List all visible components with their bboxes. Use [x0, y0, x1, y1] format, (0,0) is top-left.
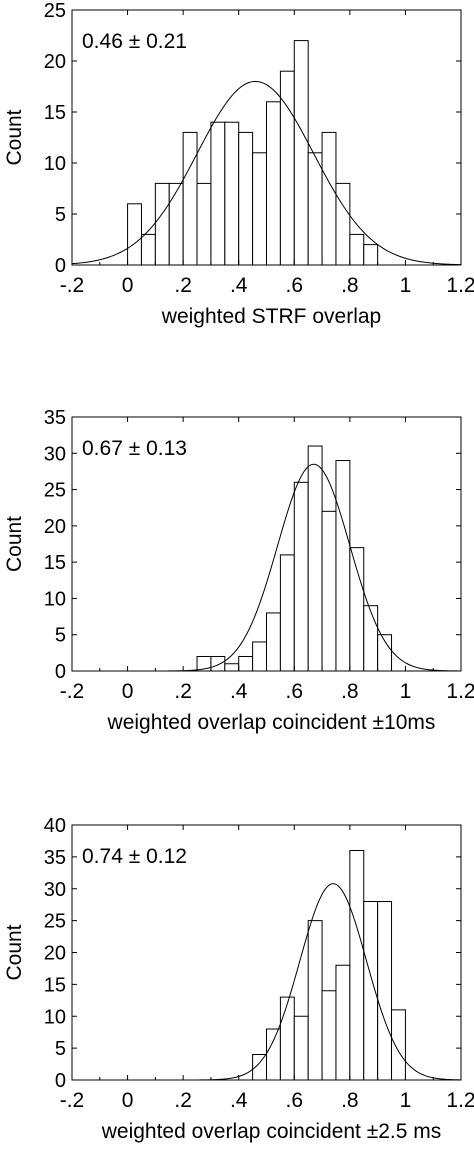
mean-sd-annotation: 0.67 ± 0.13	[82, 437, 187, 460]
histogram-bar	[252, 152, 268, 266]
histogram-bar	[363, 605, 379, 672]
y-tick-label: 15	[44, 974, 66, 996]
y-axis-label: Count	[3, 109, 26, 165]
histogram-bar	[210, 655, 226, 672]
histogram-bar	[335, 964, 351, 1081]
x-axis-label: weighted STRF overlap	[161, 305, 381, 328]
x-tick-label: 0	[122, 274, 134, 297]
histogram-bar	[154, 182, 170, 266]
y-tick-label: 5	[55, 625, 66, 647]
x-tick-label: -.2	[60, 274, 85, 297]
histogram-bar	[279, 996, 295, 1081]
histogram-bar	[196, 182, 212, 266]
y-tick-label: 35	[44, 847, 66, 869]
histogram-bar	[279, 554, 295, 672]
histogram-bar	[224, 663, 240, 672]
histogram-bar	[238, 131, 254, 266]
y-tick-label: 35	[44, 407, 66, 429]
histogram-bar	[293, 1015, 309, 1081]
x-tick-label: .4	[230, 274, 248, 297]
histogram-bar	[238, 655, 254, 672]
y-axis-label: Count	[3, 516, 26, 572]
mean-sd-annotation: 0.46 ± 0.21	[82, 30, 187, 53]
x-tick-label: -.2	[60, 680, 85, 703]
histogram-bar	[266, 612, 281, 672]
y-tick-label: 25	[44, 480, 66, 502]
histogram-bar	[321, 990, 337, 1081]
x-axis-label: weighted overlap coincident ±10ms	[107, 711, 436, 734]
x-tick-label: -.2	[60, 1089, 85, 1112]
x-tick-label: 1.2	[446, 274, 474, 297]
y-tick-label: 30	[44, 443, 66, 465]
x-tick-label: .6	[286, 1089, 304, 1112]
y-axis-label: Count	[3, 924, 26, 980]
x-tick-label: .8	[341, 274, 359, 297]
histogram-bar	[140, 233, 156, 266]
y-tick-label: 0	[55, 255, 66, 277]
histogram-bar	[307, 445, 323, 672]
y-tick-label: 15	[44, 102, 66, 124]
histogram-bar	[321, 131, 337, 266]
histogram-bar	[307, 152, 323, 266]
histogram-bar	[307, 920, 323, 1081]
x-tick-label: .6	[286, 680, 304, 703]
y-tick-label: 10	[44, 1006, 66, 1028]
x-axis-label: weighted overlap coincident ±2.5 ms	[101, 1120, 442, 1143]
x-tick-label: .4	[230, 680, 248, 703]
mean-sd-annotation: 0.74 ± 0.12	[82, 845, 187, 868]
y-tick-label: 0	[55, 1070, 66, 1092]
histogram-bar	[266, 1028, 281, 1081]
histogram-panel-3: -.2 0.2.4.6.8 1 1.20510152025303540weighted…	[3, 815, 474, 1143]
histogram-bar	[349, 233, 365, 266]
histogram-bar	[182, 131, 198, 266]
x-tick-label: .2	[174, 1089, 192, 1112]
histogram-bar	[127, 203, 142, 266]
x-tick-label: 1.2	[446, 1089, 474, 1112]
histogram-bar	[224, 121, 240, 266]
y-tick-label: 0	[55, 661, 66, 683]
histogram-bar	[349, 547, 365, 672]
histogram-bar	[210, 121, 226, 266]
x-tick-label: 0	[122, 1089, 134, 1112]
x-tick-label: .2	[174, 680, 192, 703]
x-tick-label: .8	[341, 1089, 359, 1112]
x-tick-label: 1.2	[446, 680, 474, 703]
histogram-bar	[335, 182, 351, 266]
histogram-bar	[377, 901, 393, 1081]
gaussian-fit-curve	[71, 80, 462, 266]
histogram-bar	[266, 101, 281, 266]
y-tick-label: 5	[55, 204, 66, 226]
histogram-bar	[321, 510, 337, 672]
y-tick-label: 25	[44, 911, 66, 933]
y-tick-label: 30	[44, 879, 66, 901]
y-tick-label: 20	[44, 51, 66, 73]
x-tick-label: 0	[122, 680, 134, 703]
y-tick-label: 25	[44, 0, 66, 22]
histogram-bar	[168, 182, 184, 266]
x-tick-label: 1	[400, 274, 412, 297]
x-tick-label: 1	[400, 680, 412, 703]
y-tick-label: 40	[44, 815, 66, 837]
x-tick-label: .2	[174, 274, 192, 297]
x-tick-label: .8	[341, 680, 359, 703]
x-tick-label: .6	[286, 274, 304, 297]
y-tick-label: 10	[44, 588, 66, 610]
histogram-bar	[335, 460, 351, 672]
histogram-bar	[293, 40, 309, 266]
y-tick-label: 5	[55, 1038, 66, 1060]
y-tick-label: 20	[44, 943, 66, 965]
histogram-bar	[349, 850, 365, 1081]
y-tick-label: 15	[44, 552, 66, 574]
x-tick-label: .4	[230, 1089, 248, 1112]
x-tick-label: 1	[400, 1089, 412, 1112]
y-tick-label: 10	[44, 153, 66, 175]
histogram-bar	[363, 244, 379, 266]
histogram-bar	[252, 641, 268, 672]
y-tick-label: 20	[44, 516, 66, 538]
histogram-bar	[293, 481, 309, 672]
histogram-bar	[391, 1009, 406, 1081]
